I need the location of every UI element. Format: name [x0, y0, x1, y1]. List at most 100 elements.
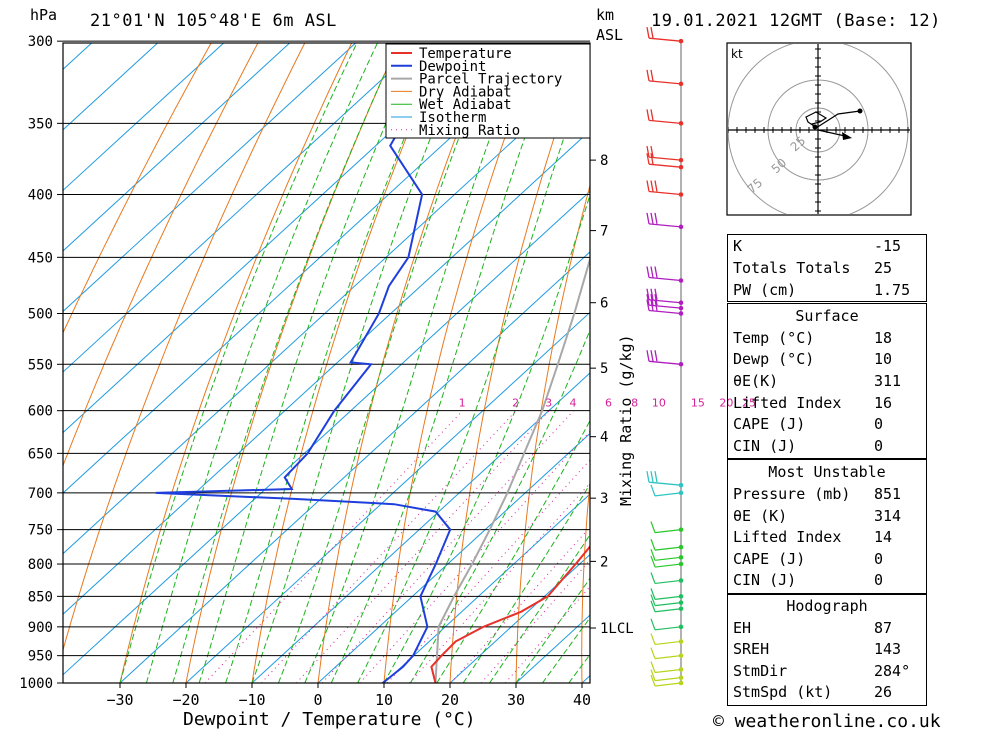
- most-unstable-table: Most Unstable Pressure (mb) 851 θE (K) 314…: [727, 459, 927, 594]
- wind-barb: [650, 661, 684, 674]
- wind-barb-feather: [650, 538, 656, 551]
- wind-barb: [650, 588, 684, 600]
- wind-barb-feather: [650, 69, 654, 81]
- wind-barb: [650, 600, 684, 613]
- index-row: EH 87: [733, 619, 893, 637]
- hodograph-plot: [728, 44, 910, 214]
- y-tick-label: 750: [28, 523, 53, 539]
- mixing-ratio-labels: 1 2 3 4 6 8 10 15 20 25: [459, 397, 756, 410]
- y-tick-label: 700: [28, 486, 53, 502]
- wind-barb-feather: [650, 27, 654, 39]
- wind-barb-feather: [646, 146, 650, 158]
- wind-barb-staff: [654, 677, 682, 682]
- y-tick-label: 650: [28, 446, 53, 462]
- wind-barb-staff: [648, 276, 682, 282]
- copyright-link[interactable]: © weatheronline.co.uk: [713, 711, 941, 732]
- wet-adiabat-line: [119, 43, 358, 683]
- mixing-ratio-line: [295, 410, 550, 683]
- wind-barb-feather: [650, 669, 656, 681]
- height-unit-label: km: [596, 6, 615, 24]
- wind-barb-feather: [646, 288, 650, 300]
- stability-indices-table: K -15 Totals Totals 25 PW (cm) 1.75: [727, 234, 927, 302]
- isotherm-line: [317, 432, 590, 683]
- wind-barb-feather: [654, 294, 658, 306]
- hodograph-unit-label: kt: [731, 47, 743, 61]
- legend-label: Wet Adiabat: [419, 97, 512, 113]
- mixing-ratio-label: 1: [459, 397, 466, 410]
- y-tick-label: 950: [28, 649, 53, 665]
- y-tick-label: 350: [28, 116, 53, 132]
- index-row: PW (cm) 1.75: [733, 281, 911, 299]
- wind-barb-staff: [654, 556, 682, 561]
- wind-barb-feather: [650, 299, 654, 311]
- wind-barb: [650, 521, 684, 534]
- y-tick-label: 400: [28, 188, 53, 204]
- dry-adiabat-line: [581, 477, 590, 683]
- wind-barb-feather: [654, 288, 658, 300]
- wind-barb-feather: [650, 600, 656, 612]
- wind-barb: [650, 555, 684, 568]
- surface-table: Surface Temp (°C) 18 Dewp (°C) 10 θE(K) 311…: [727, 303, 927, 459]
- wind-barb: [646, 212, 684, 230]
- wind-barb: [646, 146, 684, 163]
- index-row: Dewp (°C) 10: [733, 350, 893, 368]
- wind-barb-staff: [654, 626, 682, 631]
- wind-barb-feather: [650, 146, 654, 158]
- wind-barb-feather: [650, 647, 656, 659]
- y-tick-label: 600: [28, 404, 53, 420]
- wind-barb-feather: [650, 288, 654, 300]
- legend-label: Parcel Trajectory: [419, 72, 562, 88]
- index-row: θE(K) 311: [733, 372, 902, 390]
- wind-barb: [646, 471, 684, 488]
- hodograph-end-dot: [857, 108, 863, 114]
- hodograph-frame: [726, 42, 912, 216]
- dry-adiabat-line: [938, 41, 978, 683]
- mixing-ratio-label: 6: [605, 397, 612, 410]
- dry-adiabat-line: [119, 43, 353, 683]
- x-tick-label: −30: [106, 691, 133, 709]
- legend-label: Dewpoint: [419, 59, 486, 75]
- wind-barb-staff: [654, 529, 682, 534]
- axes: 3003504004505005506006507007508008509009…: [19, 34, 633, 709]
- legend-box: [385, 43, 591, 139]
- mixing-ratio-label: 20: [719, 397, 733, 410]
- wind-barb: [650, 618, 684, 631]
- wind-barb-feather: [654, 180, 658, 192]
- wind-barb-feather: [646, 212, 650, 224]
- y-tick-label: 500: [28, 306, 53, 322]
- wind-barb: [650, 674, 684, 687]
- wind-barb-staff: [654, 608, 682, 613]
- index-row: Pressure (mb) 851: [733, 485, 902, 503]
- wind-barb-staff: [654, 668, 682, 674]
- height-tick-label: 8: [600, 153, 608, 169]
- y-tick-label: 900: [28, 620, 53, 636]
- y-tick-label: 300: [28, 34, 53, 50]
- wet-adiabat-line: [357, 59, 590, 683]
- legend-label: Mixing Ratio: [419, 123, 520, 139]
- isotherm-line: [63, 190, 590, 676]
- wind-barb-staff: [654, 563, 682, 568]
- index-row: Lifted Index 14: [733, 528, 893, 546]
- isotherm-line: [119, 251, 590, 683]
- wind-barb-feather: [650, 572, 656, 584]
- wind-barb-staff: [654, 595, 682, 600]
- isotherm-line: [63, 130, 590, 615]
- wind-barb-dot: [678, 311, 684, 316]
- storm-motion-arrow: [842, 132, 852, 140]
- height-tick-label: 6: [600, 296, 608, 312]
- isotherm-line: [185, 311, 590, 683]
- wind-barb: [650, 633, 684, 646]
- wind-barb: [646, 294, 684, 311]
- wind-barb-staff: [648, 119, 682, 124]
- wind-barb: [646, 180, 684, 197]
- wind-barb-feather: [646, 109, 650, 121]
- wind-barb-staff: [648, 360, 682, 365]
- hodograph-trace: [805, 110, 861, 129]
- mixing-ratio-label: 8: [631, 397, 638, 410]
- isotherm-line: [0, 41, 28, 683]
- wind-barb-feather: [650, 266, 654, 278]
- wind-barb-staff: [654, 492, 682, 497]
- wind-barb-feather: [650, 294, 654, 306]
- wind-barb-staff: [648, 299, 682, 304]
